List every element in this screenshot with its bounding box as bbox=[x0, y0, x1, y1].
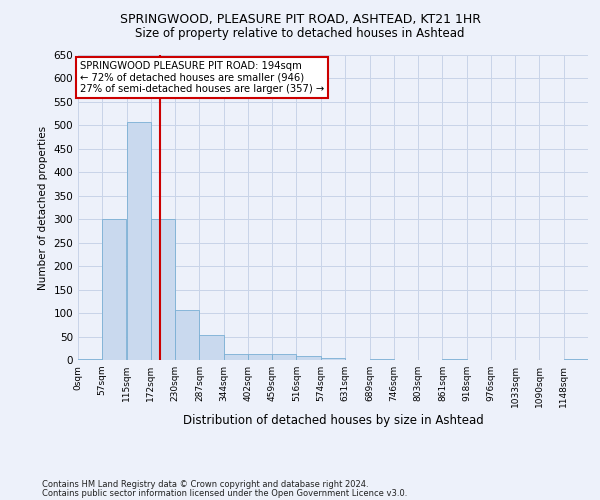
Bar bbox=[127, 122, 151, 360]
Bar bbox=[296, 356, 320, 360]
Bar bbox=[564, 359, 588, 360]
Bar bbox=[151, 219, 175, 360]
Bar bbox=[78, 359, 102, 360]
Bar bbox=[102, 219, 126, 360]
Bar bbox=[199, 335, 224, 360]
Text: Size of property relative to detached houses in Ashtead: Size of property relative to detached ho… bbox=[135, 28, 465, 40]
Bar bbox=[321, 358, 345, 360]
Y-axis label: Number of detached properties: Number of detached properties bbox=[38, 126, 48, 290]
Text: Contains HM Land Registry data © Crown copyright and database right 2024.: Contains HM Land Registry data © Crown c… bbox=[42, 480, 368, 489]
Bar bbox=[175, 310, 199, 360]
Bar bbox=[248, 354, 272, 360]
Bar bbox=[370, 358, 394, 360]
Text: SPRINGWOOD, PLEASURE PIT ROAD, ASHTEAD, KT21 1HR: SPRINGWOOD, PLEASURE PIT ROAD, ASHTEAD, … bbox=[119, 12, 481, 26]
Bar bbox=[442, 359, 467, 360]
Text: SPRINGWOOD PLEASURE PIT ROAD: 194sqm
← 72% of detached houses are smaller (946)
: SPRINGWOOD PLEASURE PIT ROAD: 194sqm ← 7… bbox=[80, 60, 325, 94]
Text: Contains public sector information licensed under the Open Government Licence v3: Contains public sector information licen… bbox=[42, 488, 407, 498]
Bar bbox=[224, 354, 248, 360]
Bar bbox=[272, 354, 296, 360]
X-axis label: Distribution of detached houses by size in Ashtead: Distribution of detached houses by size … bbox=[182, 414, 484, 427]
